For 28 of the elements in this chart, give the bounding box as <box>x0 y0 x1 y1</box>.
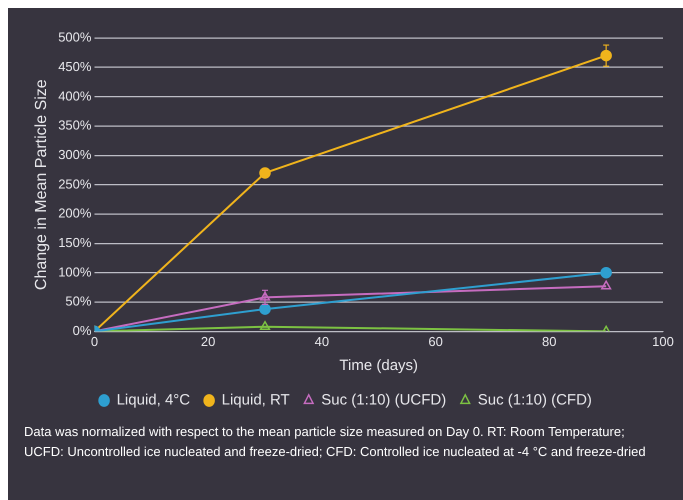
y-tick-label: 400% <box>58 88 92 104</box>
y-tick-label: 450% <box>58 58 92 74</box>
point <box>259 303 271 315</box>
y-tick-label: 50% <box>65 294 92 309</box>
y-tick-label: 0% <box>72 322 92 338</box>
legend-label: Liquid, RT <box>222 392 290 409</box>
point <box>600 266 612 278</box>
point <box>259 167 271 179</box>
y-tick-label: 500% <box>58 30 92 45</box>
legend-label: Liquid, 4°C <box>116 392 190 409</box>
x-tick-label: 60 <box>428 334 443 349</box>
legend-label: Suc (1:10) (CFD) <box>478 392 592 409</box>
x-tick-label: 40 <box>314 334 330 349</box>
x-axis-title: Time (days) <box>339 357 418 374</box>
y-tick-label: 150% <box>58 234 92 250</box>
x-tick-label: 100 <box>652 334 674 349</box>
legend-label: Suc (1:10) (UCFD) <box>321 392 446 409</box>
x-tick-label: 80 <box>542 334 557 349</box>
x-tick-label: 20 <box>200 334 216 349</box>
y-tick-label: 250% <box>58 176 92 192</box>
point <box>600 50 612 62</box>
y-tick-label: 200% <box>58 206 92 221</box>
text: Data was normalized with respect to the mean particle size measured on Day 0. RT: Room Temperature; UCFD: Uncontrolled ice nucleated and freeze-dried; CFD: Controlled ice nucleated at -4 °C and freeze-dried <box>24 423 647 461</box>
x-tick-label: 0 <box>90 334 98 349</box>
y-tick-label: 300% <box>58 146 92 162</box>
y-tick-label: 350% <box>58 118 92 133</box>
y-axis-title: Change in Mean Particle Size <box>33 79 50 290</box>
y-tick-label: 100% <box>58 264 92 280</box>
